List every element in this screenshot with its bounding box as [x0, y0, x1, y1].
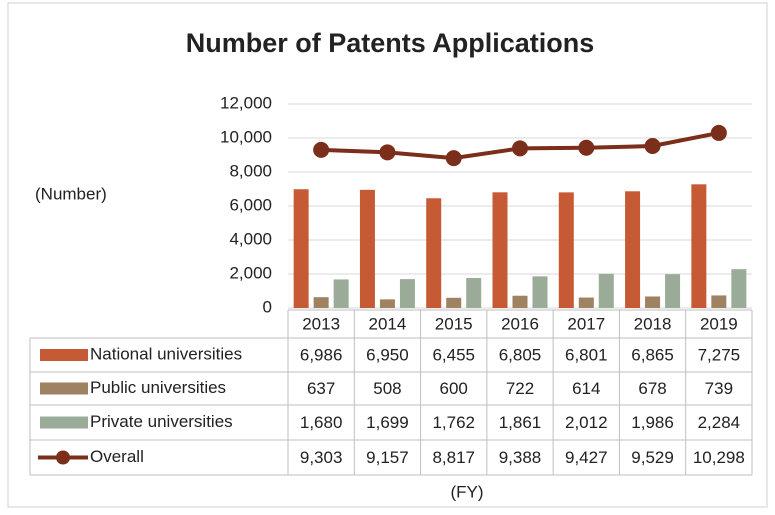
bar: [665, 274, 681, 308]
data-label: 614: [572, 379, 600, 398]
bar: [512, 295, 528, 308]
data-label: 1,699: [366, 413, 409, 432]
bar: [333, 279, 349, 308]
data-label: 8,817: [432, 448, 475, 467]
bar: [293, 189, 309, 308]
x-tick-label: 2019: [700, 314, 738, 333]
data-label: 9,388: [499, 448, 542, 467]
data-label: 637: [307, 379, 335, 398]
line-marker: [644, 138, 661, 155]
data-label: 2,284: [698, 413, 741, 432]
line-marker: [379, 144, 396, 161]
data-label: 9,303: [300, 448, 343, 467]
bar: [558, 192, 574, 308]
legend-label: Public universities: [90, 378, 226, 397]
y-axis-label: (Number): [35, 184, 107, 203]
bar: [731, 269, 747, 308]
bar: [313, 297, 329, 308]
x-tick-label: 2013: [302, 314, 340, 333]
x-tick-label: 2016: [501, 314, 539, 333]
data-label: 678: [638, 379, 666, 398]
bar: [598, 273, 614, 308]
legend-label: Private universities: [90, 412, 233, 431]
bar: [379, 299, 395, 308]
bar: [645, 296, 661, 308]
y-tick-label: 6,000: [229, 195, 272, 214]
legend-label: National universities: [90, 344, 242, 363]
bar: [426, 198, 442, 308]
bar: [711, 295, 727, 308]
bar: [446, 297, 462, 308]
bar: [492, 192, 508, 308]
legend-swatch: [56, 450, 70, 465]
data-label: 6,950: [366, 345, 409, 364]
bar: [359, 189, 375, 308]
data-label: 2,012: [565, 413, 608, 432]
data-label: 600: [440, 379, 468, 398]
bar: [691, 184, 707, 308]
x-tick-label: 2017: [567, 314, 605, 333]
legend-label: Overall: [90, 447, 144, 466]
y-tick-label: 10,000: [220, 127, 272, 146]
data-label: 10,298: [693, 448, 745, 467]
x-tick-label: 2014: [369, 314, 407, 333]
data-label: 508: [373, 379, 401, 398]
data-label: 9,157: [366, 448, 409, 467]
line-marker: [512, 140, 528, 157]
line-marker: [445, 150, 462, 167]
line-marker: [313, 141, 330, 158]
line-marker: [710, 124, 727, 141]
y-tick-label: 0: [263, 297, 272, 316]
data-label: 1,680: [300, 413, 343, 432]
y-tick-label: 2,000: [229, 263, 272, 282]
y-tick-label: 4,000: [229, 229, 272, 248]
data-label: 6,801: [565, 345, 608, 364]
data-label: 6,805: [499, 345, 542, 364]
legend-swatch: [40, 416, 88, 429]
x-tick-label: 2015: [435, 314, 473, 333]
data-label: 6,986: [300, 345, 343, 364]
chart-title: Number of Patents Applications: [186, 28, 595, 58]
data-label: 1,986: [631, 413, 674, 432]
data-label: 9,427: [565, 448, 608, 467]
x-axis-label: (FY): [450, 482, 483, 501]
bar: [625, 191, 641, 308]
data-label: 1,762: [432, 413, 475, 432]
bar: [532, 276, 548, 308]
x-tick-label: 2018: [634, 314, 672, 333]
legend-swatch: [40, 349, 88, 361]
bar: [578, 297, 594, 308]
data-label: 9,529: [631, 448, 674, 467]
bar: [466, 278, 482, 308]
data-label: 1,861: [499, 413, 542, 432]
data-label: 739: [705, 379, 733, 398]
data-label: 6,455: [432, 345, 475, 364]
y-tick-label: 12,000: [220, 93, 272, 112]
data-label: 6,865: [631, 345, 674, 364]
data-label: 722: [506, 379, 534, 398]
line-marker: [578, 139, 595, 156]
data-label: 7,275: [698, 345, 741, 364]
chart-border: [7, 2, 768, 508]
bar: [399, 279, 415, 308]
y-tick-label: 8,000: [229, 161, 272, 180]
legend-swatch: [40, 382, 88, 395]
